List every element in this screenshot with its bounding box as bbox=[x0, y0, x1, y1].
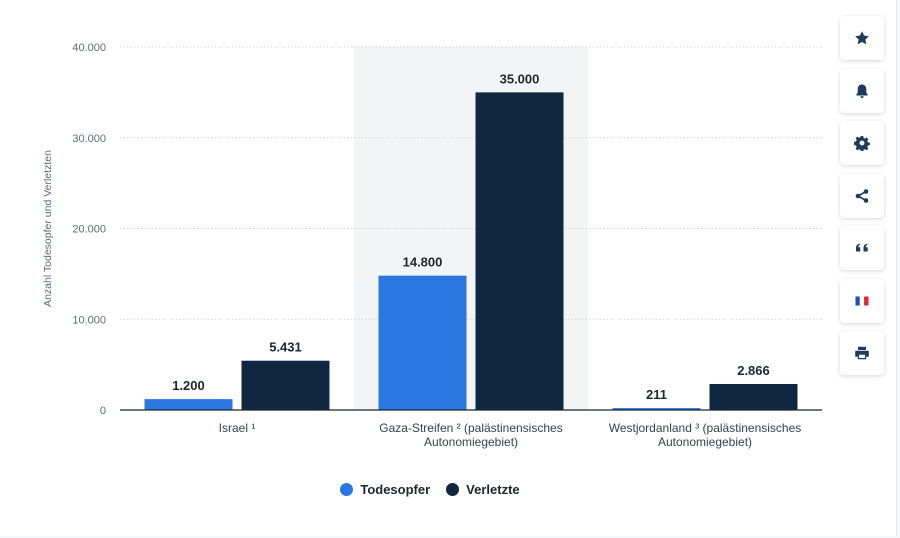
y-tick-label: 10.000 bbox=[72, 314, 106, 326]
settings-button[interactable] bbox=[840, 121, 884, 165]
category-label: Westjordanland ³ (palästinensisches bbox=[609, 421, 802, 435]
category-label: Gaza-Streifen ² (palästinensisches bbox=[379, 421, 562, 435]
gear-icon bbox=[854, 136, 870, 151]
data-label: 1.200 bbox=[172, 378, 205, 393]
bar-chart: 0 10.000 20.000 30.000 40.000 Anzahl Todesopf… bbox=[42, 42, 822, 449]
y-tick-label: 0 bbox=[100, 405, 106, 417]
bar-todesopfer-2[interactable] bbox=[612, 408, 701, 410]
notification-button[interactable] bbox=[840, 68, 884, 113]
data-label: 5.431 bbox=[269, 340, 302, 355]
star-icon bbox=[855, 31, 869, 45]
y-tick-label: 20.000 bbox=[72, 224, 106, 236]
chart-legend: Todesopfer Verletzte bbox=[0, 482, 860, 497]
y-axis-label: Anzahl Todesopfer und Verletzten bbox=[42, 150, 54, 307]
legend-label-verletzte: Verletzte bbox=[466, 482, 520, 497]
data-label: 35.000 bbox=[500, 71, 540, 86]
legend-item-verletzte[interactable]: Verletzte bbox=[446, 482, 520, 497]
chart-toolbar bbox=[840, 16, 884, 375]
language-button[interactable] bbox=[840, 278, 884, 323]
favorite-button[interactable] bbox=[840, 16, 884, 60]
bell-icon bbox=[856, 84, 868, 98]
y-tick-label: 30.000 bbox=[72, 133, 106, 145]
category-label: Autonomiegebiet) bbox=[424, 435, 518, 449]
data-label: 211 bbox=[646, 387, 667, 402]
cite-button[interactable] bbox=[840, 226, 884, 270]
bar-verletzte-2[interactable] bbox=[709, 383, 798, 410]
flag-icon bbox=[855, 295, 869, 306]
print-icon bbox=[855, 346, 869, 360]
data-label: 2.866 bbox=[737, 363, 770, 378]
print-button[interactable] bbox=[840, 331, 884, 375]
bar-todesopfer-0[interactable] bbox=[144, 399, 233, 410]
bar-verletzte-1[interactable] bbox=[475, 92, 564, 410]
legend-dot-verletzte bbox=[446, 483, 460, 496]
category-label: Israel ¹ bbox=[219, 421, 256, 435]
legend-label-todesopfer: Todesopfer bbox=[360, 482, 431, 497]
share-button[interactable] bbox=[840, 173, 884, 218]
bar-verletzte-0[interactable] bbox=[241, 360, 330, 410]
share-icon bbox=[855, 188, 869, 203]
category-label: Autonomiegebiet) bbox=[658, 435, 752, 449]
y-tick-label: 40.000 bbox=[72, 42, 106, 54]
data-label: 14.800 bbox=[403, 255, 443, 270]
legend-dot-todesopfer bbox=[340, 483, 354, 496]
legend-item-todesopfer[interactable]: Todesopfer bbox=[340, 482, 430, 497]
quote-icon bbox=[856, 243, 868, 252]
bar-todesopfer-1[interactable] bbox=[378, 275, 467, 410]
